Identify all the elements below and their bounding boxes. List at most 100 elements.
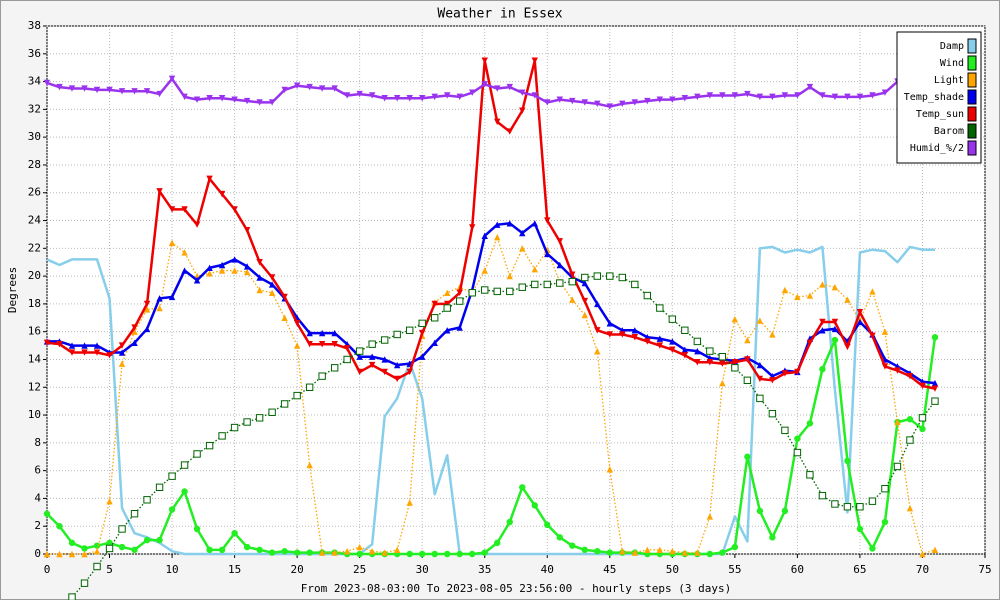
legend: Damp Wind Light Temp_shade Temp_sun Barom Humi… <box>896 31 982 164</box>
data-point <box>105 544 114 553</box>
legend-label: Damp <box>940 41 964 52</box>
data-point <box>181 488 188 495</box>
data-point <box>355 347 364 355</box>
data-point <box>731 315 739 323</box>
data-point <box>781 286 789 294</box>
data-point <box>193 450 201 458</box>
data-point <box>656 335 664 342</box>
data-point <box>118 360 126 367</box>
data-point <box>894 418 901 426</box>
data-point <box>494 85 501 92</box>
data-point <box>431 93 438 101</box>
data-point <box>569 296 576 303</box>
data-point <box>231 267 238 274</box>
data-point <box>106 498 113 505</box>
data-point <box>256 286 263 294</box>
data-point <box>368 548 376 555</box>
data-point <box>443 304 451 312</box>
plot-area <box>46 25 986 555</box>
data-point <box>544 521 551 529</box>
data-point <box>881 89 889 96</box>
data-point <box>631 334 639 341</box>
data-point <box>156 90 163 98</box>
data-point <box>481 232 488 240</box>
data-point <box>569 542 576 549</box>
data-point <box>818 491 827 500</box>
data-point <box>506 287 514 296</box>
data-point <box>919 382 926 390</box>
x-axis-label: From 2023-08-03:00 To 2023-08-05 23:56:0… <box>301 582 731 595</box>
data-point <box>906 436 914 444</box>
data-point <box>68 550 76 558</box>
data-point <box>131 546 138 554</box>
data-point <box>631 280 639 289</box>
data-point <box>68 349 76 356</box>
data-point <box>531 280 539 289</box>
data-point <box>218 546 226 554</box>
data-point <box>756 93 764 101</box>
data-point <box>168 239 176 246</box>
data-point <box>794 435 801 442</box>
data-point <box>68 593 76 600</box>
data-point <box>819 318 826 326</box>
series-lines <box>43 57 939 600</box>
data-point <box>656 342 664 349</box>
data-point <box>368 92 376 99</box>
data-point <box>844 93 851 101</box>
data-point <box>856 309 864 316</box>
data-point <box>406 499 413 506</box>
data-point <box>706 359 714 366</box>
x-tick-label: 55 <box>728 563 741 576</box>
data-point <box>706 347 714 355</box>
y-tick-label: 34 <box>28 75 42 88</box>
data-point <box>331 549 338 556</box>
data-point <box>193 96 201 103</box>
data-point <box>381 356 388 363</box>
data-point <box>118 342 126 349</box>
data-point <box>368 361 376 369</box>
data-point <box>318 372 326 380</box>
y-tick-label: 14 <box>28 352 42 365</box>
data-point <box>743 376 752 385</box>
data-point <box>456 93 463 101</box>
data-point <box>380 336 389 344</box>
data-point <box>205 441 214 450</box>
data-point <box>506 128 513 135</box>
legend-label: Wind <box>940 58 964 69</box>
data-point <box>218 261 226 269</box>
data-point <box>744 336 751 344</box>
y-tick-label: 26 <box>28 186 41 199</box>
series <box>43 74 939 110</box>
data-point <box>544 217 551 224</box>
data-point <box>168 75 176 82</box>
data-point <box>869 545 876 552</box>
data-point <box>494 539 501 547</box>
data-point <box>469 550 476 558</box>
data-point <box>781 507 789 515</box>
x-tick-label: 75 <box>978 563 991 576</box>
data-point <box>218 95 226 102</box>
data-point <box>906 372 914 380</box>
data-point <box>681 95 689 102</box>
data-point <box>231 529 238 537</box>
data-point <box>143 496 151 504</box>
data-point <box>606 549 613 556</box>
data-point <box>531 265 538 273</box>
series <box>68 272 939 600</box>
data-point <box>181 249 188 256</box>
data-point <box>494 221 501 228</box>
y-tick-label: 30 <box>28 130 41 143</box>
data-point <box>531 57 538 64</box>
data-point <box>93 86 101 94</box>
data-point <box>856 525 864 533</box>
data-point <box>256 546 263 554</box>
x-tick-label: 10 <box>165 563 178 576</box>
data-point <box>656 304 664 312</box>
legend-swatch <box>967 140 977 156</box>
data-point <box>331 329 338 337</box>
data-point <box>343 548 351 555</box>
data-point <box>594 100 601 108</box>
x-tick-label: 35 <box>478 563 491 576</box>
data-point <box>656 546 664 554</box>
